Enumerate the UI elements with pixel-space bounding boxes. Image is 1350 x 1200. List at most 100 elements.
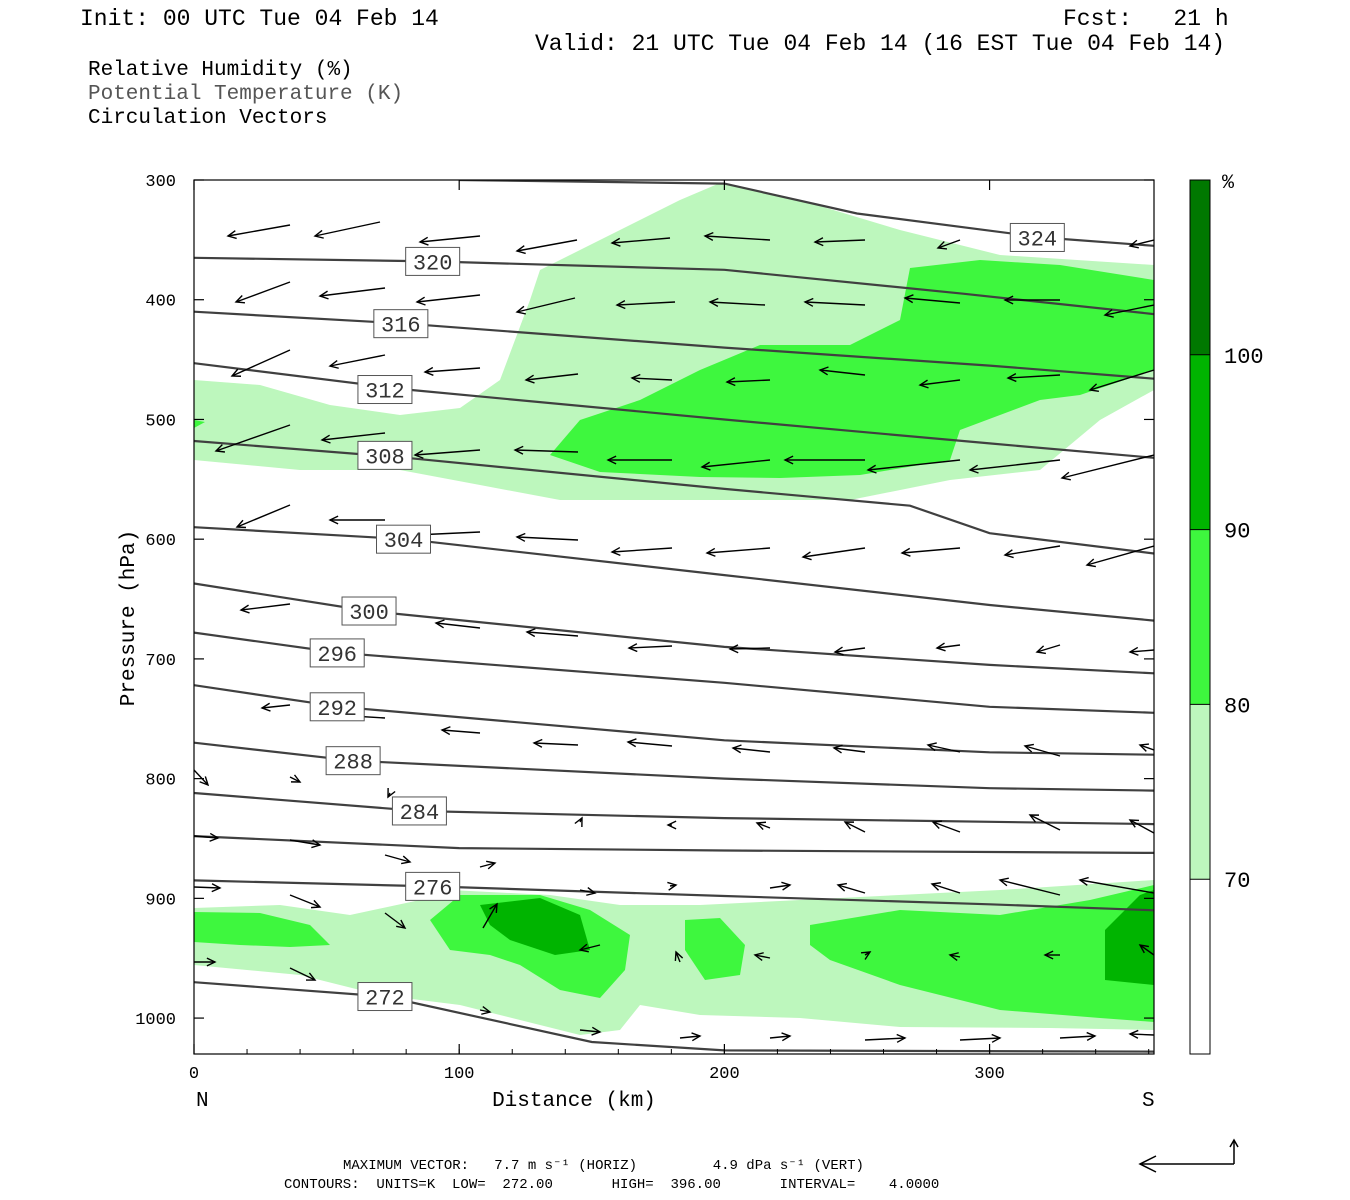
valid-time: Valid: 21 UTC Tue 04 Feb 14 (16 EST Tue … <box>535 31 1226 57</box>
legend-potential-temperature: Potential Temperature (K) <box>88 83 404 106</box>
vector-arrow <box>313 221 381 239</box>
contour-label-300: 300 <box>341 596 397 626</box>
vector-arrow <box>328 515 385 525</box>
reference-vector-icon <box>1138 1138 1239 1173</box>
vector-arrow <box>1138 743 1154 752</box>
colorbar-label: 70 <box>1224 869 1250 894</box>
relative-humidity-fill <box>194 183 1154 1035</box>
vector-arrow <box>1128 1029 1154 1039</box>
vector-arrow <box>289 894 322 909</box>
colorbar-segment <box>1190 879 1210 1054</box>
vector-arrow <box>813 237 866 247</box>
vector-arrow <box>708 297 766 307</box>
vector-arrow <box>1043 950 1060 960</box>
footer-contours: CONTOURS: UNITS=K LOW= 272.00 HIGH= 396.… <box>284 1177 940 1193</box>
contour-label-292: 292 <box>309 692 365 722</box>
vector-arrow <box>1103 304 1154 318</box>
y-tick-label: 1000 <box>135 1011 176 1030</box>
y-tick-label: 600 <box>145 532 176 551</box>
contour-label-284: 284 <box>391 796 447 826</box>
vector-arrow <box>930 882 961 894</box>
vector-arrow <box>234 281 291 304</box>
theta-contour-272 <box>194 981 1154 1053</box>
vector-arrow <box>1138 944 1154 956</box>
theta-contour-280 <box>194 835 1154 855</box>
vector-arrow <box>415 294 481 306</box>
svg-text:312: 312 <box>365 380 405 405</box>
rh-region <box>550 260 1154 478</box>
colorbar-segment <box>1190 529 1210 705</box>
south-label: S <box>1142 1090 1155 1113</box>
vector-arrow <box>674 950 684 963</box>
vector-arrow <box>515 532 579 542</box>
vector-arrow <box>833 646 866 656</box>
svg-text:320: 320 <box>413 251 453 276</box>
svg-text:324: 324 <box>1018 227 1058 252</box>
vector-arrow <box>328 354 386 369</box>
vector-arrow <box>214 424 291 453</box>
vector-arrow <box>769 881 792 891</box>
vector-arrow <box>194 832 220 842</box>
theta-contour-316 <box>194 310 1154 380</box>
contour-label-312: 312 <box>357 375 413 405</box>
vector-arrow <box>836 882 866 894</box>
theta-contour-288 <box>194 741 1154 792</box>
x-tick-label: 200 <box>709 1065 740 1084</box>
vector-arrow <box>667 881 678 891</box>
vector-arrow <box>630 373 673 383</box>
vector-arrow <box>289 967 317 981</box>
vector-arrow <box>931 820 961 833</box>
theta-contour-304 <box>194 526 1154 622</box>
vector-arrow <box>1078 876 1154 894</box>
theta-contour-324 <box>459 180 1154 247</box>
vector-arrow <box>387 787 396 799</box>
vector-arrow <box>1059 1031 1097 1041</box>
vector-arrow <box>606 455 672 465</box>
contour-label-316: 316 <box>373 309 429 339</box>
vector-arrow <box>1088 369 1154 393</box>
svg-text:272: 272 <box>365 987 405 1012</box>
theta-contour-300 <box>194 582 1154 675</box>
vector-arrow <box>226 224 291 240</box>
svg-text:300: 300 <box>349 601 389 626</box>
y-tick-label: 500 <box>145 412 176 431</box>
forecast-hour: Fcst: 21 h <box>1063 6 1229 32</box>
vector-arrow <box>194 769 210 787</box>
x-tick-label: 100 <box>444 1065 475 1084</box>
vector-arrow <box>801 547 866 561</box>
vector-arrow <box>615 300 676 310</box>
vector-arrow <box>1028 814 1061 831</box>
legend-circulation-vectors: Circulation Vectors <box>88 107 328 130</box>
vector-arrow <box>579 887 597 896</box>
vector-arrow <box>418 235 481 246</box>
vector-arrow <box>194 883 222 893</box>
vector-arrow <box>959 1033 1002 1043</box>
vector-arrow <box>479 860 497 870</box>
theta-contours <box>194 180 1154 1053</box>
vector-arrow <box>1023 743 1061 757</box>
vector-arrow <box>936 239 961 250</box>
vector-arrow <box>235 504 291 529</box>
vector-arrow <box>926 742 961 753</box>
vector-arrow <box>666 820 677 830</box>
theta-contour-296 <box>194 631 1154 714</box>
contour-label-272: 272 <box>357 982 413 1012</box>
vector-arrow <box>627 643 673 653</box>
vector-arrow <box>731 744 771 754</box>
svg-text:276: 276 <box>413 876 453 901</box>
vector-arrow <box>239 603 291 614</box>
x-tick-label: 0 <box>189 1065 199 1084</box>
vector-arrow <box>434 619 481 629</box>
y-tick-label: 800 <box>145 772 176 791</box>
rh-region <box>685 918 745 980</box>
y-tick-label: 900 <box>145 891 176 910</box>
svg-text:308: 308 <box>365 445 405 470</box>
vector-arrow <box>703 231 771 242</box>
svg-text:292: 292 <box>317 697 357 722</box>
vector-arrow <box>626 738 673 748</box>
colorbar-label: 100 <box>1224 345 1264 370</box>
vector-arrow <box>998 877 1061 896</box>
vector-arrow <box>1003 545 1061 559</box>
vector-arrow <box>968 459 1061 474</box>
svg-text:284: 284 <box>400 801 440 826</box>
